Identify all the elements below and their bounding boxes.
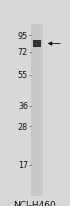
- Text: 72: 72: [18, 48, 28, 57]
- Text: NCI-H460: NCI-H460: [14, 200, 56, 206]
- Text: 28: 28: [18, 122, 28, 131]
- Text: 17: 17: [18, 160, 28, 169]
- Bar: [33, 41, 41, 48]
- Text: 36: 36: [18, 102, 28, 111]
- Bar: [34, 42, 39, 47]
- Bar: [31, 25, 43, 196]
- Text: 95: 95: [18, 32, 28, 41]
- Text: 55: 55: [18, 71, 28, 80]
